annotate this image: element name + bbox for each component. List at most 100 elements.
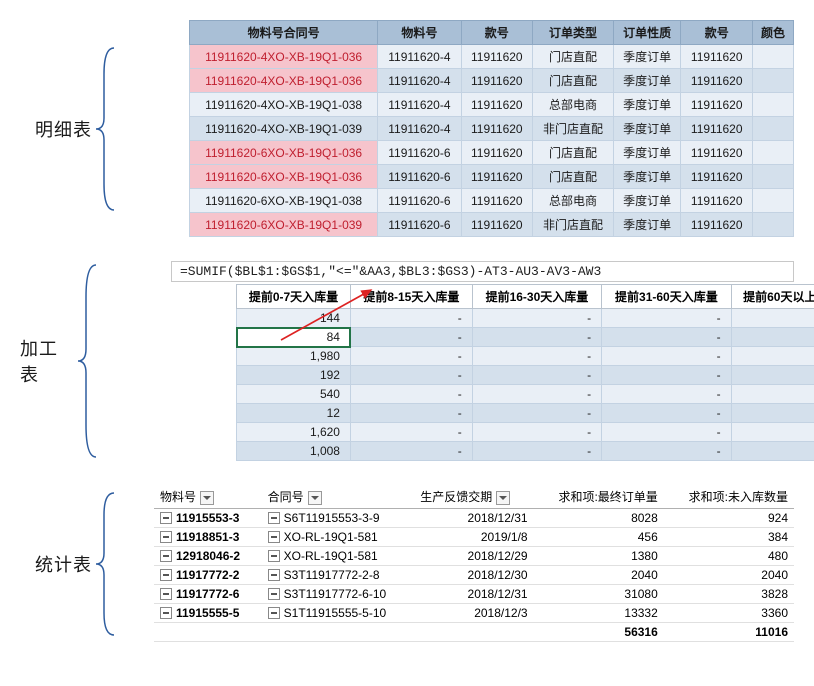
table-cell: 非门店直配 [533,117,614,141]
table-cell: - [350,309,472,328]
expand-icon[interactable] [160,569,172,581]
table-cell: - [602,347,731,366]
brace-icon [94,489,118,639]
process-col-header: 提前0-7天入库量 [237,285,351,309]
stats-col-header: 合同号 [262,485,415,509]
stats-col-header: 求和项:最终订单量 [534,485,664,509]
expand-icon[interactable] [160,550,172,562]
expand-icon[interactable] [160,512,172,524]
table-cell: 门店直配 [533,165,614,189]
table-row: 1,620---- [237,423,814,442]
process-table-wrap: 提前0-7天入库量提前8-15天入库量提前16-30天入库量提前31-60天入库… [171,284,776,461]
table-cell: - [602,366,731,385]
expand-icon[interactable] [268,588,280,600]
col-header-text: 求和项:最终订单量 [558,490,657,504]
table-cell: 11911620-4XO-XB-19Q1-038 [190,93,378,117]
table-cell: - [602,385,731,404]
table-cell: 门店直配 [533,45,614,69]
table-cell: 12918046-2 [154,547,262,566]
expand-icon[interactable] [268,607,280,619]
table-cell: S3T11917772-2-8 [262,566,415,585]
table-cell: 456 [534,528,664,547]
formula-bar[interactable]: =SUMIF($BL$1:$GS$1,"<="&AA3,$BL3:$GS3)-A… [171,261,794,282]
table-cell: 11911620 [461,165,533,189]
table-cell: 1380 [534,547,664,566]
table-cell: - [731,347,814,366]
table-cell: 2018/12/31 [414,509,533,528]
table-cell: 84 [237,328,351,347]
detail-col-header: 订单类型 [533,21,614,45]
table-cell: - [731,309,814,328]
table-row: 11911620-6XO-XB-19Q1-03611911620-6119116… [190,141,794,165]
table-cell: 11911620-4 [378,93,461,117]
table-row: 84---- [237,328,814,347]
process-col-header: 提前31-60天入库量 [602,285,731,309]
table-cell: - [350,423,472,442]
table-cell: 11915555-5 [154,604,262,623]
table-cell: 11911620 [461,189,533,213]
expand-icon[interactable] [268,550,280,562]
filter-icon[interactable] [200,491,214,505]
table-cell: - [602,328,731,347]
table-row: 540---- [237,385,814,404]
table-row: 11917772-6S3T11917772-6-102018/12/313108… [154,585,794,604]
table-row: 144---- [237,309,814,328]
table-cell: - [350,442,472,461]
table-row: 11911620-6XO-XB-19Q1-03811911620-6119116… [190,189,794,213]
table-cell: - [350,404,472,423]
col-header-text: 生产反馈交期 [420,490,492,504]
table-row: 11911620-4XO-XB-19Q1-03611911620-4119116… [190,45,794,69]
table-cell: 门店直配 [533,69,614,93]
table-cell [752,93,793,117]
brace-icon [94,44,118,214]
table-cell: 门店直配 [533,141,614,165]
table-row: 192---- [237,366,814,385]
table-row: 11911620-4XO-XB-19Q1-03611911620-4119116… [190,69,794,93]
table-cell: S6T11915553-3-9 [262,509,415,528]
expand-icon[interactable] [268,569,280,581]
detail-section: 明细表 物料号合同号物料号款号订单类型订单性质款号颜色 11911620-4XO… [20,20,794,237]
table-cell: 11911620-4XO-XB-19Q1-036 [190,45,378,69]
table-row: 11911620-4XO-XB-19Q1-03811911620-4119116… [190,93,794,117]
col-header-text: 求和项:未入库数量 [689,490,788,504]
table-cell: - [602,309,731,328]
table-cell: - [731,442,814,461]
table-cell: 11911620-6XO-XB-19Q1-036 [190,165,378,189]
table-cell: 2018/12/30 [414,566,533,585]
table-cell: 2018/12/31 [414,585,533,604]
table-cell: 11915553-3 [154,509,262,528]
expand-icon[interactable] [160,588,172,600]
table-cell [752,141,793,165]
brace-icon [76,261,100,461]
filter-icon[interactable] [496,491,510,505]
expand-icon[interactable] [268,512,280,524]
table-cell: XO-RL-19Q1-581 [262,528,415,547]
expand-icon[interactable] [268,531,280,543]
total-cell: 11016 [664,623,794,642]
process-col-header: 提前8-15天入库量 [350,285,472,309]
table-cell: 11911620 [681,165,753,189]
table-cell: 480 [664,547,794,566]
table-cell: 144 [237,309,351,328]
table-cell: 总部电商 [533,189,614,213]
table-cell: 11911620 [461,45,533,69]
expand-icon[interactable] [160,531,172,543]
table-cell: 11911620-4XO-XB-19Q1-036 [190,69,378,93]
process-col-header: 提前16-30天入库量 [472,285,601,309]
table-cell: 11911620-4 [378,69,461,93]
filter-icon[interactable] [308,491,322,505]
table-cell: - [472,423,601,442]
table-cell: 季度订单 [613,69,681,93]
expand-icon[interactable] [160,607,172,619]
table-cell: 924 [664,509,794,528]
table-cell [752,117,793,141]
table-cell: 11911620 [461,213,533,237]
table-cell: 1,008 [237,442,351,461]
detail-table: 物料号合同号物料号款号订单类型订单性质款号颜色 11911620-4XO-XB-… [189,20,794,237]
table-cell: 2018/12/29 [414,547,533,566]
stats-table: 物料号合同号生产反馈交期求和项:最终订单量求和项:未入库数量 11915553-… [154,485,794,642]
table-cell: 11911620-6XO-XB-19Q1-039 [190,213,378,237]
table-cell: S3T11917772-6-10 [262,585,415,604]
total-cell [414,623,533,642]
table-cell: 季度订单 [613,117,681,141]
